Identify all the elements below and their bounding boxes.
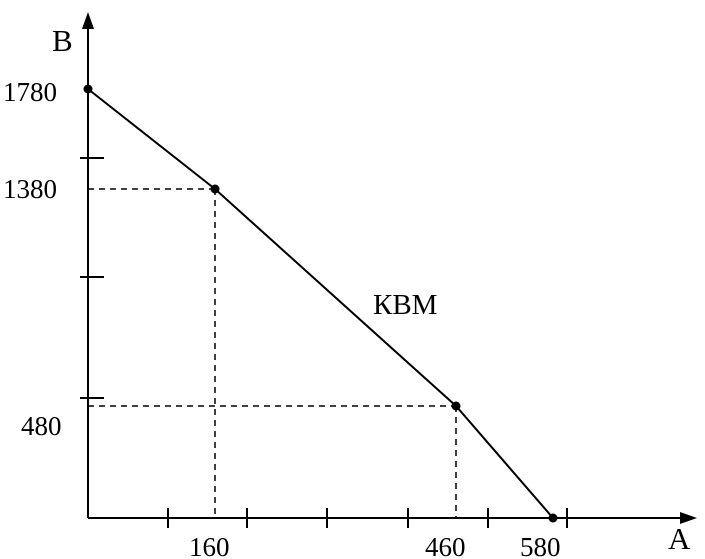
data-point [451, 401, 461, 411]
x-axis-arrow [680, 512, 697, 524]
y-tick-label-480: 480 [21, 411, 62, 441]
y-ticks [80, 157, 104, 399]
guide-lines [88, 188, 457, 518]
series-label-kvm: КВМ [373, 289, 437, 321]
data-point [210, 184, 220, 194]
x-tick-label-580: 580 [520, 532, 561, 559]
data-point [548, 513, 558, 523]
x-tick-label-460: 460 [425, 532, 466, 559]
y-tick-label-1380: 1380 [3, 174, 57, 204]
data-points [83, 84, 558, 523]
y-tick-label-1780: 1780 [3, 77, 57, 107]
x-axis-label: A [668, 521, 691, 556]
data-point [83, 84, 93, 94]
y-axis-arrow [82, 12, 94, 29]
x-tick-label-160: 160 [189, 532, 230, 559]
y-axis-label: B [52, 23, 73, 58]
series-line [87, 88, 554, 519]
kvm-curve [87, 88, 554, 519]
x-ticks [167, 508, 568, 528]
